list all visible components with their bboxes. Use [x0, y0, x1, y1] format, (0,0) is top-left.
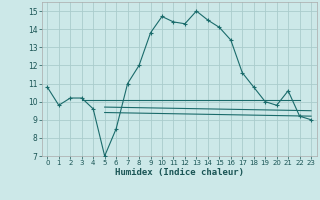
X-axis label: Humidex (Indice chaleur): Humidex (Indice chaleur) [115, 168, 244, 177]
